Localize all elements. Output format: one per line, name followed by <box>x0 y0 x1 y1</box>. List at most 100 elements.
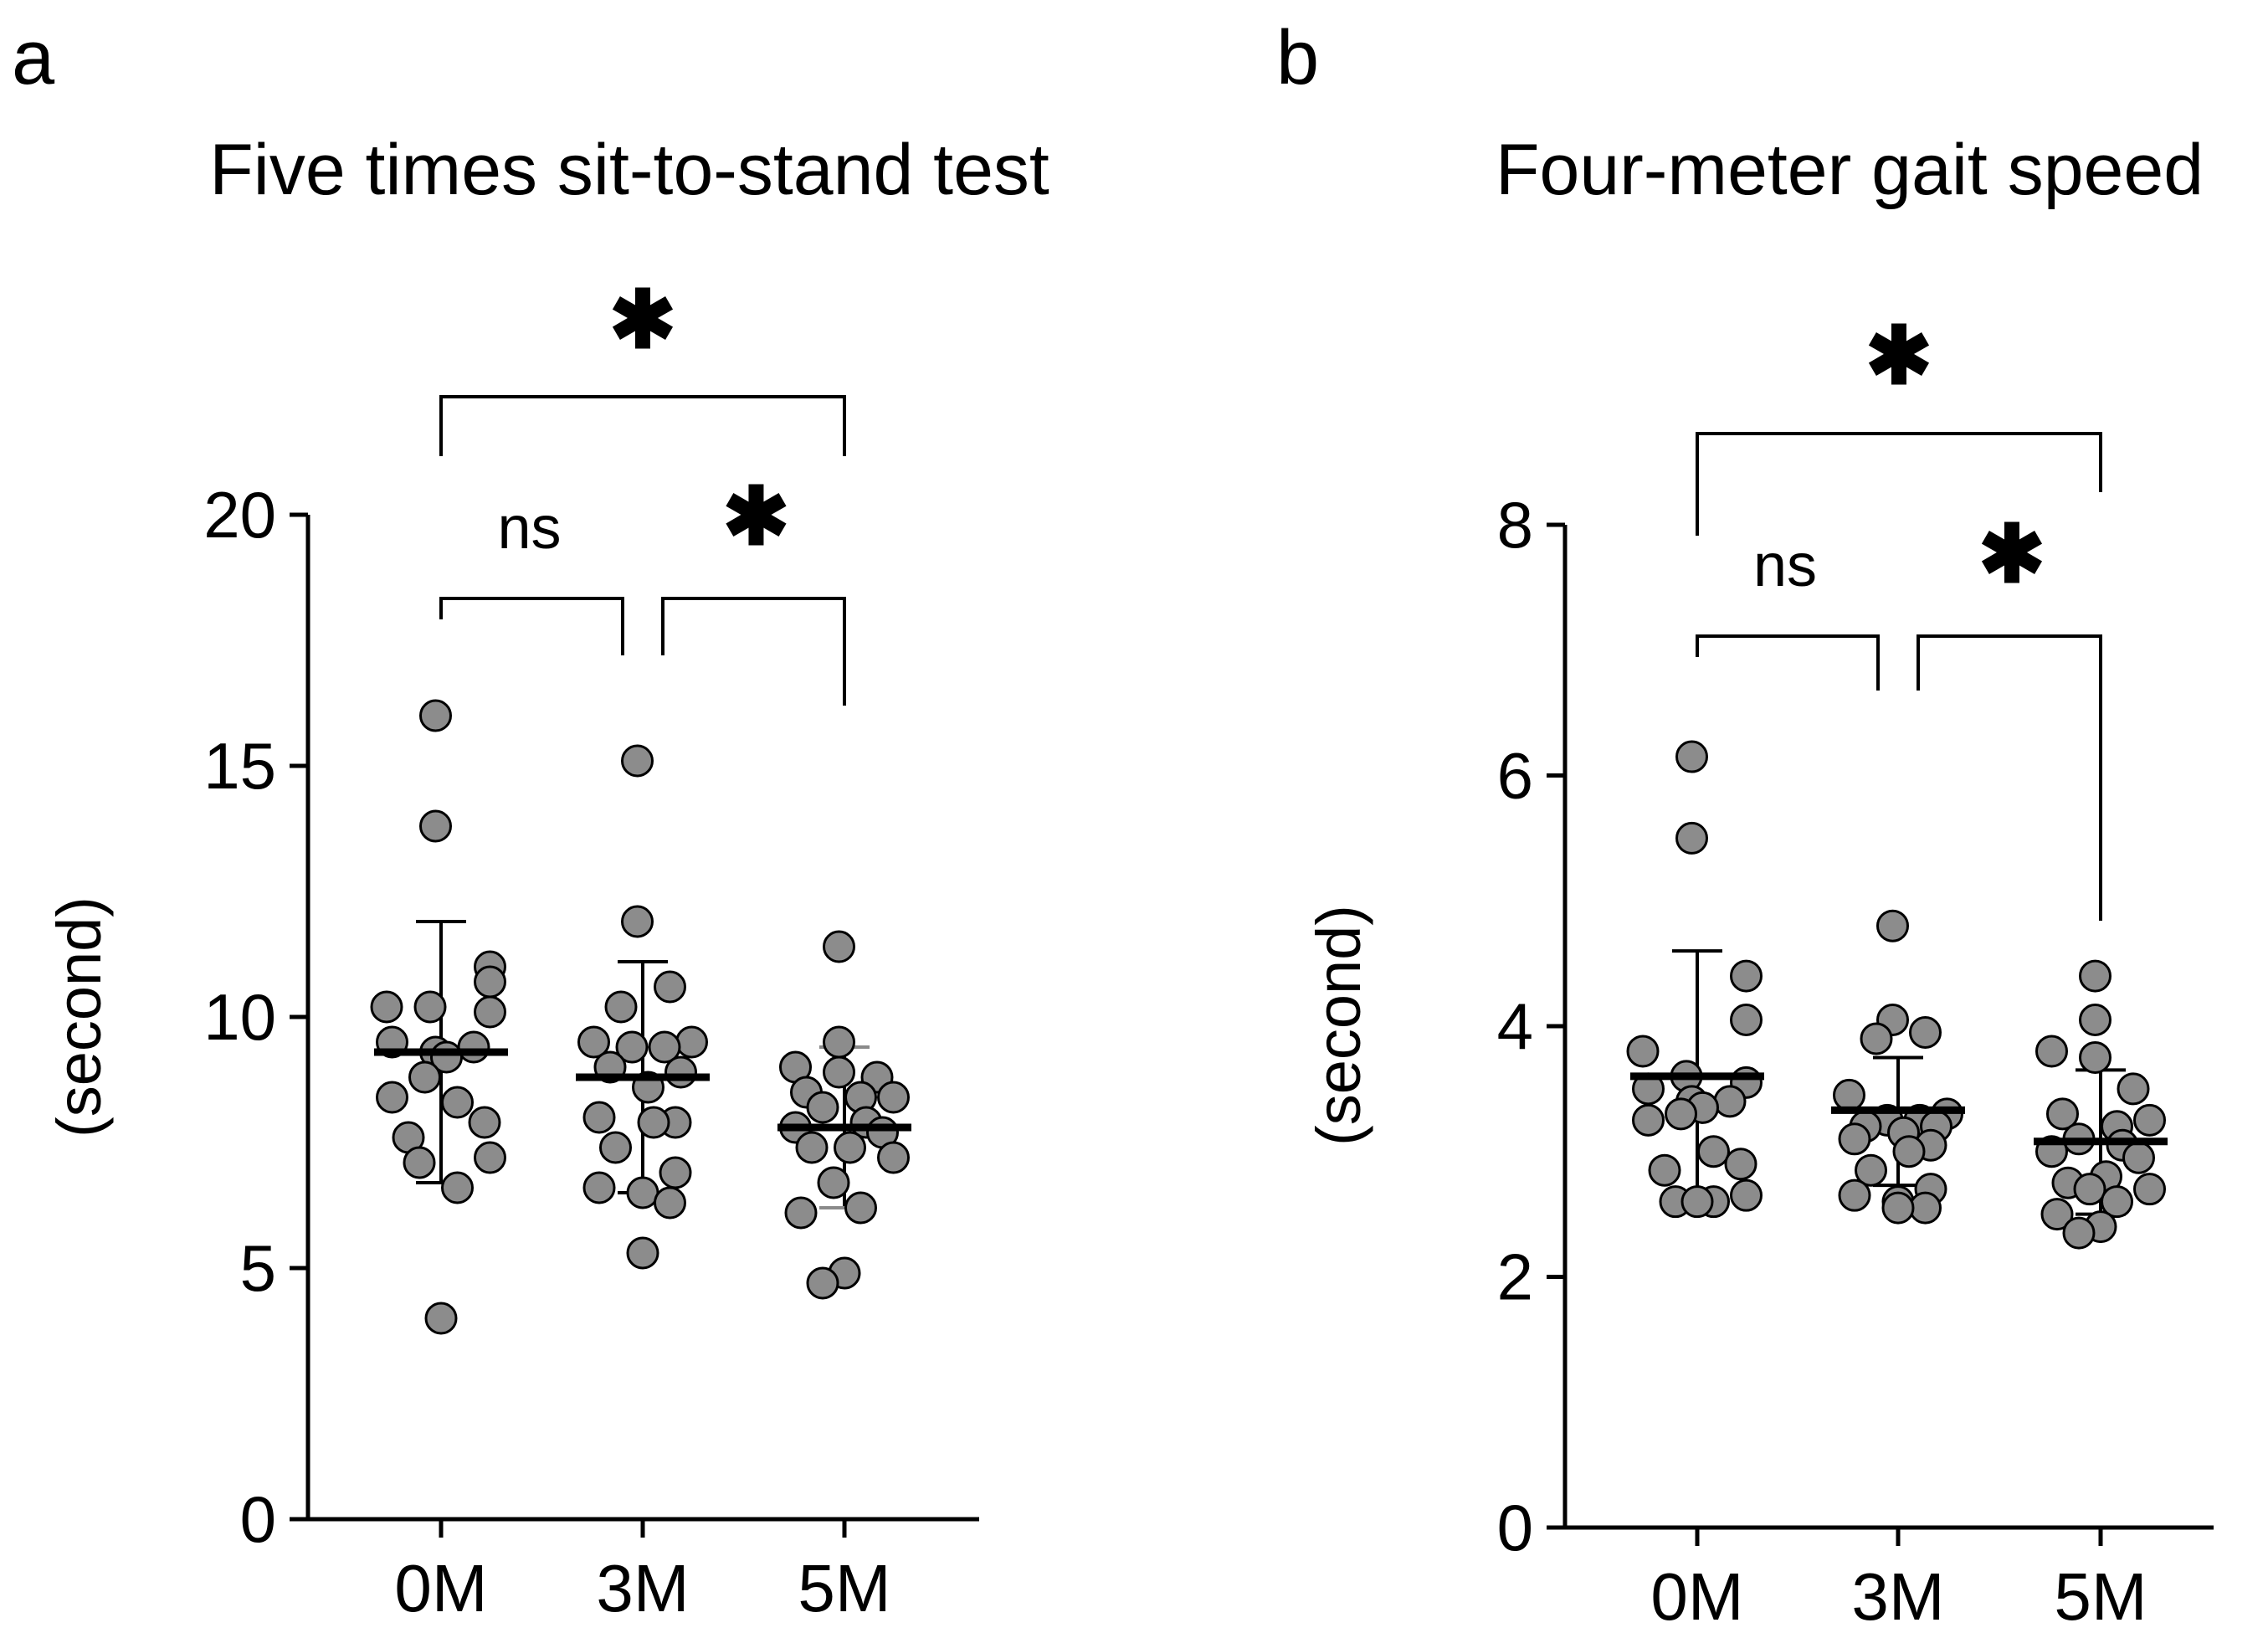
data-point <box>2040 1198 2074 1231</box>
data-point <box>370 990 403 1024</box>
data-point <box>823 1055 855 1089</box>
data-point <box>1713 1085 1747 1118</box>
y-tick-label: 2 <box>1497 1240 1533 1314</box>
data-point <box>834 1131 866 1164</box>
y-tick-label: 4 <box>1497 989 1533 1063</box>
data-point <box>1730 1179 1763 1212</box>
significance-label: ✱ <box>1865 311 1932 401</box>
data-point <box>2101 1185 2133 1219</box>
data-point <box>877 1081 910 1114</box>
data-point <box>823 930 855 963</box>
group-0M <box>1626 740 1764 1219</box>
data-point <box>1838 1122 1871 1156</box>
data-point <box>1626 1035 1660 1068</box>
data-point <box>599 1131 632 1164</box>
data-point <box>2073 1173 2106 1206</box>
data-point <box>577 1025 610 1059</box>
data-point <box>457 1030 490 1064</box>
y-axis-label: (second) <box>44 896 114 1137</box>
data-point <box>654 970 686 1004</box>
data-point <box>795 1131 829 1164</box>
bracket-0M-3M <box>439 597 624 655</box>
data-point <box>1675 821 1708 855</box>
data-point <box>1632 1103 1665 1137</box>
bracket-0M-5M <box>439 395 846 456</box>
significance-label: ns <box>497 495 561 562</box>
data-point <box>441 1086 474 1119</box>
group-3M <box>576 744 710 1270</box>
data-point <box>2117 1072 2150 1106</box>
data-point <box>648 1030 681 1064</box>
panel-b: b Four-meter gait speed (second) 0 2 4 6 8 0M 3M 5… <box>1276 15 2214 1633</box>
data-point <box>1860 1022 1893 1055</box>
data-point <box>1909 1191 1942 1225</box>
data-point <box>615 1030 649 1064</box>
data-point <box>2035 1035 2068 1068</box>
data-point <box>408 1060 441 1094</box>
data-point <box>474 965 506 999</box>
data-point <box>1881 1191 1915 1225</box>
panel-label: a <box>12 15 55 100</box>
y-tick-label: 5 <box>240 1231 276 1305</box>
data-point <box>1892 1135 1926 1168</box>
data-point <box>1665 1097 1697 1131</box>
data-point <box>844 1191 877 1225</box>
y-tick-label: 0 <box>240 1482 276 1556</box>
data-point <box>1876 909 1909 942</box>
data-point <box>441 1171 474 1204</box>
panel-label: b <box>1276 15 1319 100</box>
data-point <box>654 1186 686 1220</box>
y-tick-label: 15 <box>203 729 276 803</box>
chart-title: Four-meter gait speed <box>1496 130 2204 210</box>
data-point <box>1909 1015 1942 1049</box>
data-point <box>626 1176 659 1209</box>
data-point <box>1855 1153 1887 1187</box>
data-point <box>877 1141 910 1174</box>
y-tick-label: 20 <box>203 478 276 552</box>
data-point <box>474 995 506 1029</box>
significance-label: ns <box>1753 532 1817 599</box>
x-tick-label: 5M <box>798 1551 890 1625</box>
data-point <box>621 905 654 938</box>
data-point <box>2133 1103 2166 1137</box>
data-point <box>2122 1141 2155 1174</box>
bracket-0M-5M <box>1696 432 2102 536</box>
data-point <box>823 1025 855 1059</box>
group-3M <box>1831 909 1965 1225</box>
x-tick-label: 3M <box>596 1551 689 1625</box>
data-point <box>817 1166 850 1199</box>
data-point <box>419 699 452 732</box>
data-point <box>403 1146 436 1179</box>
data-point <box>2062 1216 2096 1250</box>
data-point <box>2046 1097 2079 1131</box>
data-point <box>1724 1148 1757 1181</box>
data-point <box>1648 1153 1681 1187</box>
data-point <box>604 990 638 1024</box>
data-point <box>784 1196 818 1230</box>
data-point <box>2079 1040 2111 1074</box>
data-point <box>413 990 447 1024</box>
data-point <box>582 1101 616 1134</box>
data-point <box>626 1236 659 1270</box>
y-tick-label: 0 <box>1497 1491 1533 1564</box>
data-point <box>468 1106 501 1139</box>
data-point <box>376 1081 408 1114</box>
data-point <box>659 1156 692 1189</box>
y-axis-label: (second) <box>1304 905 1373 1146</box>
data-point <box>419 809 452 843</box>
data-point <box>1697 1135 1730 1168</box>
data-point <box>1833 1078 1865 1112</box>
bracket-0M-3M <box>1696 634 1880 691</box>
x-tick-label: 5M <box>2054 1559 2147 1633</box>
x-tick-label: 3M <box>1851 1559 1944 1633</box>
data-point <box>806 1266 839 1300</box>
data-point <box>806 1091 839 1124</box>
group-5M <box>777 930 911 1300</box>
data-point <box>1838 1179 1871 1212</box>
group-0M <box>370 699 508 1335</box>
significance-label: ✱ <box>609 275 676 365</box>
data-point <box>2079 959 2111 993</box>
bracket-3M-5M <box>1917 634 2102 921</box>
data-point <box>2079 1004 2111 1037</box>
